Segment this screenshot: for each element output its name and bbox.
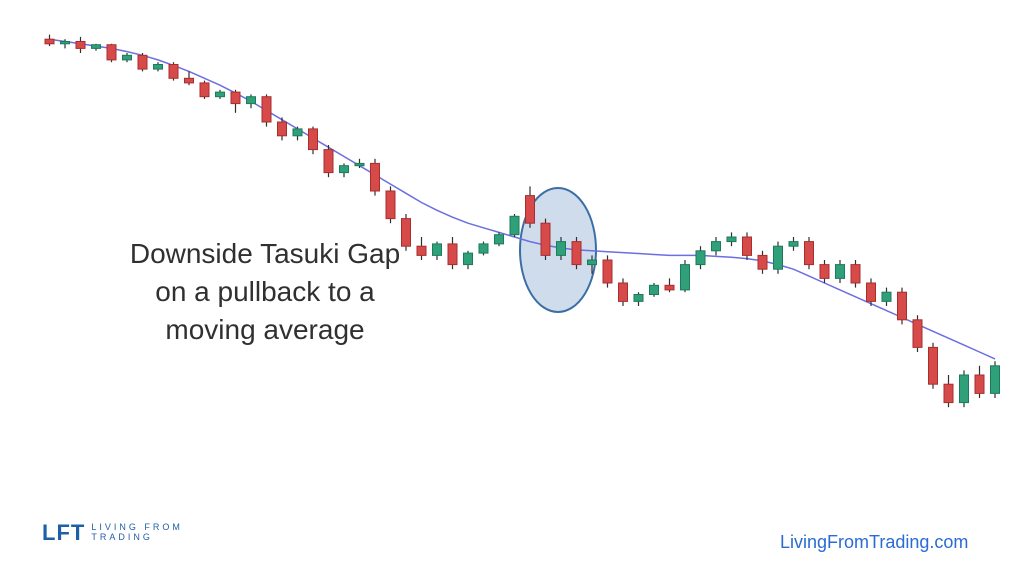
candle-down — [107, 45, 116, 60]
candle-up — [92, 45, 101, 49]
candle-down — [929, 347, 938, 384]
candle-up — [727, 237, 736, 242]
annotation-line-2: on a pullback to a — [155, 276, 375, 307]
brand-logo: LFT LIVING FROM TRADING — [42, 520, 183, 546]
candle-up — [154, 65, 163, 70]
candle-up — [774, 246, 783, 269]
candle-down — [200, 83, 209, 97]
candle-down — [526, 196, 535, 224]
candle-down — [619, 283, 628, 301]
candle-up — [634, 295, 643, 302]
candle-up — [293, 129, 302, 136]
candle-down — [76, 42, 85, 49]
candle-down — [45, 39, 54, 44]
candle-down — [867, 283, 876, 301]
candle-up — [882, 292, 891, 301]
candle-down — [851, 265, 860, 283]
candle-down — [185, 78, 194, 83]
candle-down — [138, 55, 147, 69]
candle-up — [355, 163, 364, 165]
candle-up — [340, 166, 349, 173]
logo-abbrev: LFT — [42, 520, 85, 546]
candle-up — [557, 242, 566, 256]
candle-up — [681, 265, 690, 290]
candle-down — [309, 129, 318, 150]
annotation-line-1: Downside Tasuki Gap — [130, 238, 400, 269]
candle-up — [510, 216, 519, 234]
candle-down — [913, 320, 922, 348]
candle-up — [991, 366, 1000, 394]
candle-down — [169, 65, 178, 79]
candle-down — [665, 285, 674, 290]
candle-up — [479, 244, 488, 253]
candle-down — [278, 122, 287, 136]
candle-up — [696, 251, 705, 265]
candle-up — [464, 253, 473, 265]
candle-up — [61, 42, 70, 44]
candle-down — [603, 260, 612, 283]
candle-down — [262, 97, 271, 122]
candle-up — [836, 265, 845, 279]
candle-down — [231, 92, 240, 104]
candle-down — [975, 375, 984, 393]
candle-down — [324, 150, 333, 173]
candle-down — [820, 265, 829, 279]
candle-up — [588, 260, 597, 265]
candle-down — [758, 255, 767, 269]
candle-down — [898, 292, 907, 320]
candle-down — [743, 237, 752, 255]
candle-up — [789, 242, 798, 247]
candle-down — [572, 242, 581, 265]
candle-up — [712, 242, 721, 251]
candle-up — [960, 375, 969, 403]
annotation-line-3: moving average — [165, 314, 364, 345]
candle-up — [650, 285, 659, 294]
candle-down — [386, 191, 395, 219]
candle-down — [371, 163, 380, 191]
logo-subtitle: LIVING FROM TRADING — [91, 523, 183, 543]
site-link: LivingFromTrading.com — [780, 532, 968, 553]
candle-down — [944, 384, 953, 402]
candle-down — [805, 242, 814, 265]
candle-up — [247, 97, 256, 104]
candle-down — [541, 223, 550, 255]
candle-up — [495, 235, 504, 244]
chart-annotation: Downside Tasuki Gap on a pullback to a m… — [75, 235, 455, 348]
candle-up — [123, 55, 132, 60]
candle-up — [216, 92, 225, 97]
